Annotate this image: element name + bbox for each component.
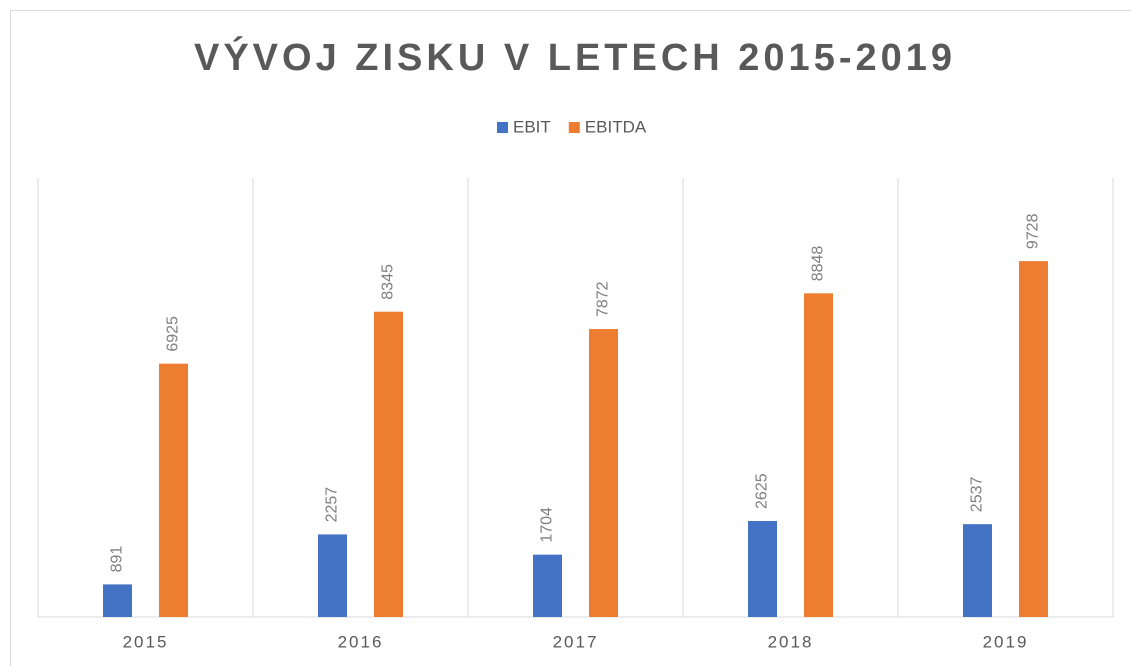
data-label: 8848 bbox=[810, 246, 827, 282]
data-label: 9728 bbox=[1025, 213, 1042, 249]
bar bbox=[159, 363, 188, 617]
data-label: 8345 bbox=[380, 264, 397, 300]
bar bbox=[748, 520, 777, 617]
legend-label: EBITDA bbox=[585, 117, 647, 136]
bar bbox=[533, 554, 562, 617]
bar bbox=[589, 329, 618, 617]
x-tick-label: 2018 bbox=[768, 632, 814, 651]
bar bbox=[103, 584, 132, 617]
x-tick-label: 2016 bbox=[338, 632, 384, 651]
bar bbox=[1019, 261, 1048, 617]
bar bbox=[804, 293, 833, 617]
data-label: 891 bbox=[109, 546, 126, 573]
bar bbox=[963, 524, 992, 617]
data-label: 2625 bbox=[754, 473, 771, 509]
x-tick-label: 2017 bbox=[553, 632, 599, 651]
data-label: 7872 bbox=[595, 281, 612, 317]
x-tick-label: 2019 bbox=[983, 632, 1029, 651]
data-label: 6925 bbox=[165, 316, 182, 352]
data-label: 1704 bbox=[539, 507, 556, 543]
chart-title: VÝVOJ ZISKU V LETECH 2015-2019 bbox=[194, 35, 956, 79]
data-label: 2537 bbox=[969, 476, 986, 512]
x-tick-label: 2015 bbox=[123, 632, 169, 651]
bar bbox=[318, 534, 347, 617]
chart-frame bbox=[10, 10, 1131, 666]
legend-label: EBIT bbox=[513, 117, 551, 136]
data-label: 2257 bbox=[324, 487, 341, 523]
legend-swatch bbox=[497, 122, 508, 133]
legend-swatch bbox=[568, 122, 580, 133]
bar bbox=[374, 311, 403, 617]
